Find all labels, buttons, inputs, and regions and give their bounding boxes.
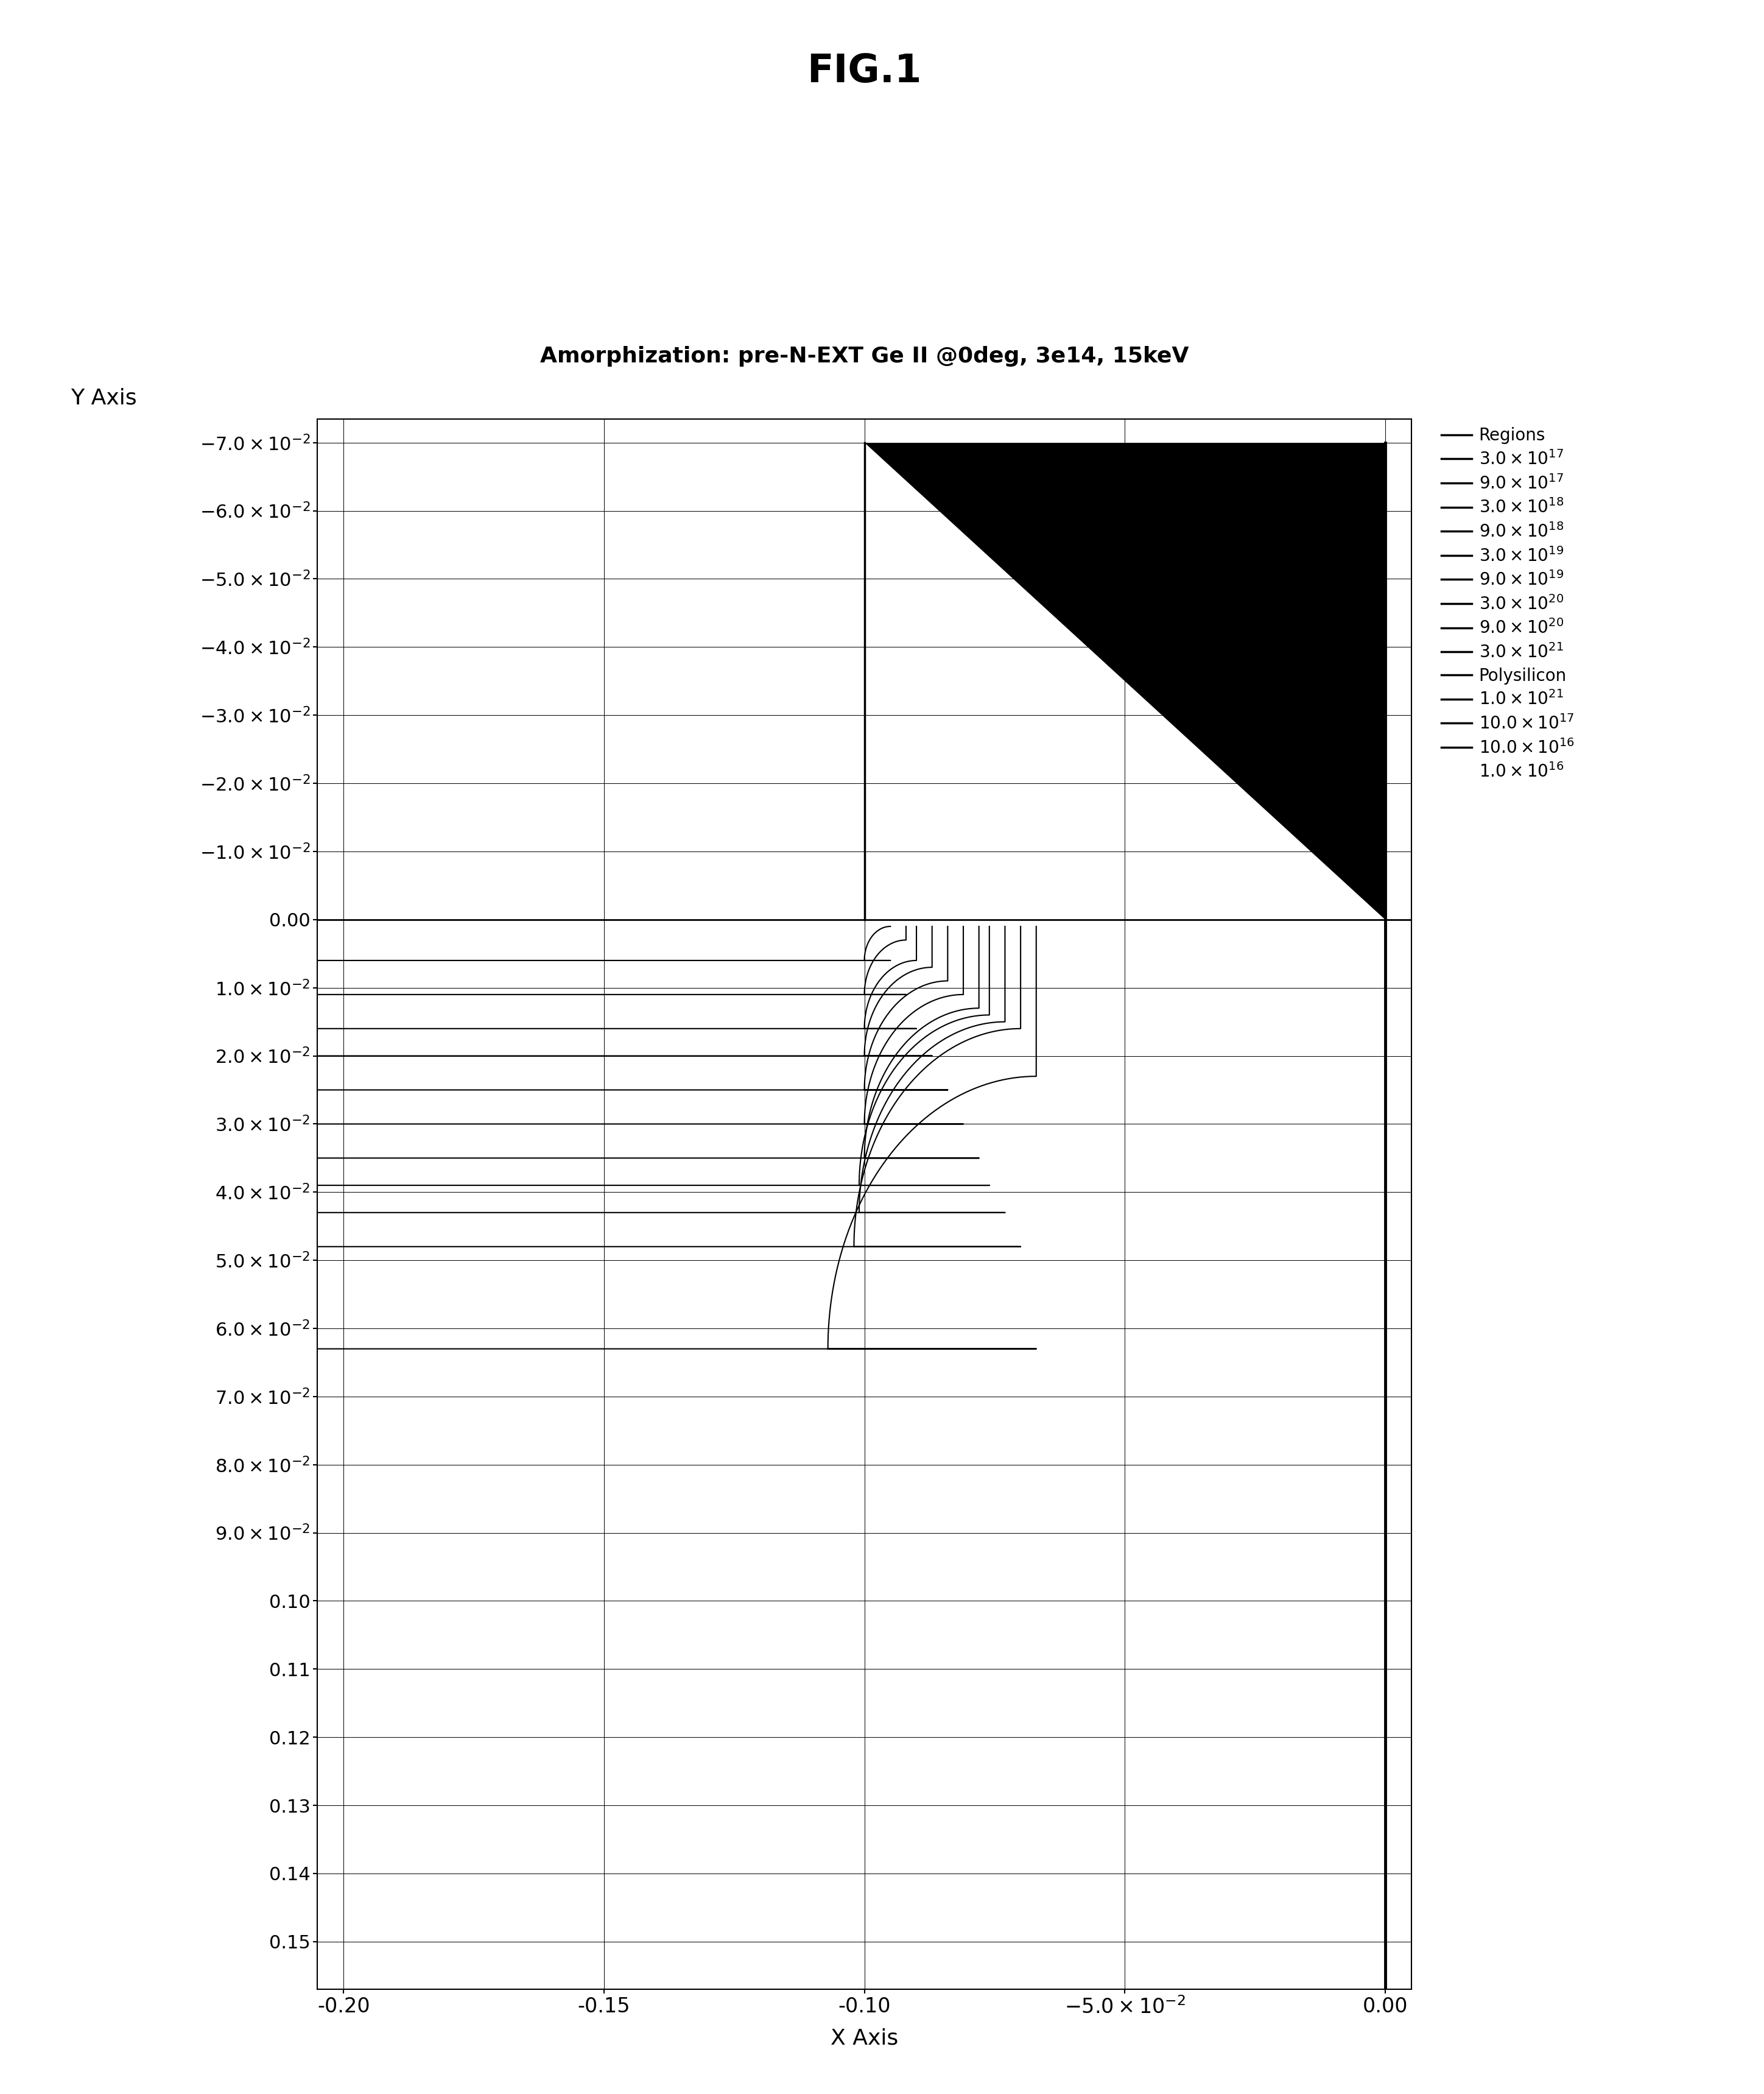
Polygon shape (864, 442, 1385, 919)
Legend: Regions, $3.0\times10^{17}$, $9.0\times10^{17}$, $3.0\times10^{18}$, $9.0\times1: Regions, $3.0\times10^{17}$, $9.0\times1… (1441, 427, 1573, 781)
Text: Amorphization: pre-N-EXT Ge II @0deg, 3e14, 15keV: Amorphization: pre-N-EXT Ge II @0deg, 3e… (540, 346, 1189, 366)
X-axis label: X Axis: X Axis (831, 2027, 898, 2048)
Text: Y Axis: Y Axis (71, 387, 136, 408)
Text: FIG.1: FIG.1 (806, 52, 923, 90)
